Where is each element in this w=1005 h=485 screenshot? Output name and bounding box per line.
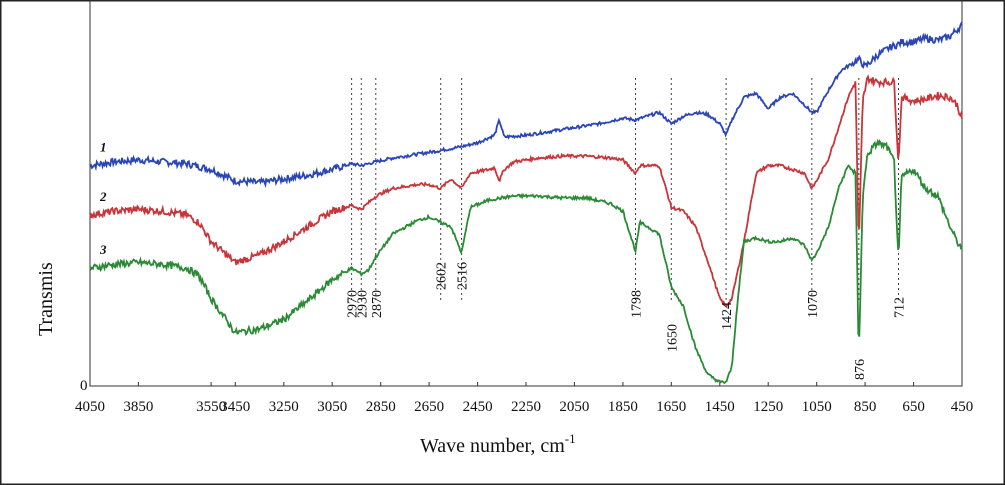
series-label-2: 2 — [99, 189, 107, 204]
y-tick-label: 0 — [80, 378, 88, 394]
peak-label-1650: 1650 — [665, 324, 680, 352]
x-tick-label-450: 450 — [951, 399, 974, 415]
x-tick-label-3550: 3550 — [196, 399, 226, 415]
x-tick-label-4050: 4050 — [75, 399, 105, 415]
x-tick-label-2250: 2250 — [511, 399, 541, 415]
x-tick-label-3050: 3050 — [317, 399, 347, 415]
x-tick-label-1250: 1250 — [753, 399, 783, 415]
peak-label-1424: 1424 — [720, 302, 735, 330]
peak-label-2516: 2516 — [456, 262, 471, 290]
series-labels: 1 2 3 — [99, 140, 107, 258]
x-tick-label-3450: 3450 — [220, 399, 250, 415]
peak-label-2930: 2930 — [355, 290, 370, 318]
x-tick-label-850: 850 — [854, 399, 877, 415]
peak-label-2602: 2602 — [435, 262, 450, 290]
x-tick-label-1450: 1450 — [705, 399, 735, 415]
peak-label-1798: 1798 — [630, 290, 645, 318]
series-label-1: 1 — [100, 140, 107, 155]
series-label-3: 3 — [99, 242, 107, 257]
series-line-3 — [89, 138, 963, 384]
plot-area — [89, 0, 963, 387]
peak-label-876: 876 — [853, 359, 868, 380]
x-tick-label-2050: 2050 — [559, 399, 589, 415]
peak-label-712: 712 — [893, 297, 908, 318]
x-axis-title-superscript: -1 — [565, 431, 576, 446]
x-tick-label-2650: 2650 — [414, 399, 444, 415]
x-axis-title: Wave number, cm-1 — [420, 431, 576, 457]
peak-label-2870: 2870 — [370, 290, 385, 318]
x-tick-label-1050: 1050 — [802, 399, 832, 415]
x-tick-label-2450: 2450 — [463, 399, 493, 415]
y-axis-title: Transmis — [35, 262, 57, 336]
x-axis-title-text: Wave number, cm — [420, 435, 565, 457]
series-line-2 — [89, 74, 963, 308]
x-tick-label-1650: 1650 — [656, 399, 686, 415]
series-lines — [89, 21, 963, 384]
x-tick-label-1850: 1850 — [608, 399, 638, 415]
x-tick-label-2850: 2850 — [366, 399, 396, 415]
x-tick-label-3850: 3850 — [123, 399, 153, 415]
x-tick-label-3250: 3250 — [269, 399, 299, 415]
peak-label-1070: 1070 — [806, 290, 821, 318]
series-line-1 — [89, 21, 963, 189]
x-tick-label-650: 650 — [902, 399, 925, 415]
peak-label-2970: 2970 — [346, 290, 361, 318]
peak-lines — [351, 78, 899, 300]
